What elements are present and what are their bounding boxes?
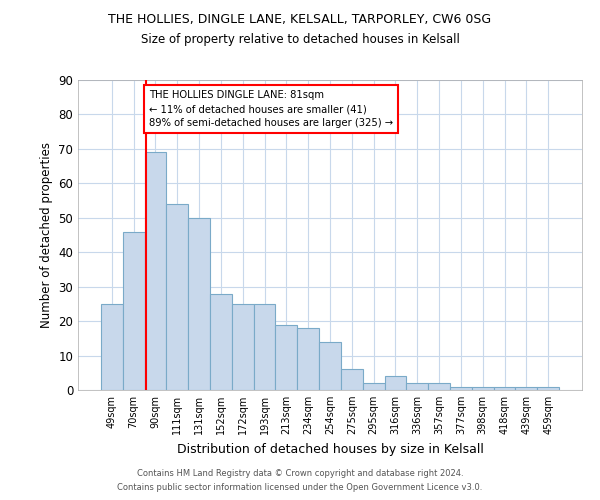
Bar: [537, 386, 559, 390]
Text: Contains HM Land Registry data © Crown copyright and database right 2024.: Contains HM Land Registry data © Crown c…: [137, 468, 463, 477]
Bar: [319, 342, 341, 390]
Bar: [166, 204, 188, 390]
X-axis label: Distribution of detached houses by size in Kelsall: Distribution of detached houses by size …: [176, 442, 484, 456]
Bar: [450, 386, 472, 390]
Bar: [188, 218, 210, 390]
Bar: [123, 232, 145, 390]
Bar: [385, 376, 406, 390]
Bar: [145, 152, 166, 390]
Bar: [275, 324, 297, 390]
Bar: [101, 304, 123, 390]
Bar: [515, 386, 537, 390]
Bar: [494, 386, 515, 390]
Bar: [472, 386, 494, 390]
Bar: [341, 370, 363, 390]
Bar: [297, 328, 319, 390]
Bar: [428, 383, 450, 390]
Bar: [406, 383, 428, 390]
Text: THE HOLLIES, DINGLE LANE, KELSALL, TARPORLEY, CW6 0SG: THE HOLLIES, DINGLE LANE, KELSALL, TARPO…: [109, 12, 491, 26]
Bar: [232, 304, 254, 390]
Bar: [363, 383, 385, 390]
Y-axis label: Number of detached properties: Number of detached properties: [40, 142, 53, 328]
Text: Size of property relative to detached houses in Kelsall: Size of property relative to detached ho…: [140, 32, 460, 46]
Bar: [210, 294, 232, 390]
Text: THE HOLLIES DINGLE LANE: 81sqm
← 11% of detached houses are smaller (41)
89% of : THE HOLLIES DINGLE LANE: 81sqm ← 11% of …: [149, 90, 393, 128]
Bar: [254, 304, 275, 390]
Text: Contains public sector information licensed under the Open Government Licence v3: Contains public sector information licen…: [118, 484, 482, 492]
